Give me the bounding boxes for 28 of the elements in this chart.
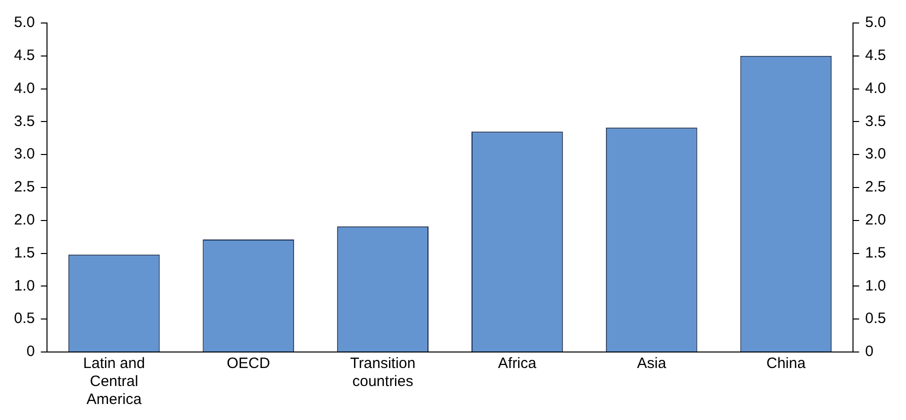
x-tick-label: Asia bbox=[636, 355, 667, 372]
y-tick-label: 5.0 bbox=[14, 14, 35, 32]
x-tick-label: China bbox=[766, 355, 806, 372]
y2-tick-label: 4.0 bbox=[865, 80, 886, 97]
y2-tick-label: 2.0 bbox=[865, 212, 886, 229]
y2-tick-label: 3.5 bbox=[865, 112, 886, 130]
y2-tick-label: 5.0 bbox=[865, 14, 886, 32]
y-tick-label: 1.5 bbox=[14, 244, 35, 262]
y2-tick-label: 0 bbox=[865, 343, 874, 360]
y-tick-label: 4.0 bbox=[14, 80, 35, 97]
x-tick-label: Africa bbox=[498, 355, 538, 372]
y-tick-label: 1.0 bbox=[14, 277, 35, 294]
y-tick-label: 0.5 bbox=[14, 310, 35, 328]
y2-tick-label: 0.5 bbox=[865, 310, 886, 328]
y-tick-label: 3.5 bbox=[14, 112, 35, 130]
y2-tick-label: 2.5 bbox=[865, 178, 886, 196]
x-tick-label: OECD bbox=[226, 355, 270, 372]
y2-tick-label: 4.5 bbox=[865, 47, 886, 64]
y2-tick-label: 1.0 bbox=[865, 277, 886, 294]
x-tick-label: Transition countries bbox=[350, 355, 416, 390]
y-tick-label: 2.0 bbox=[14, 212, 35, 229]
y2-tick-label: 1.5 bbox=[865, 244, 886, 262]
y-tick-label: 4.5 bbox=[14, 47, 35, 64]
x-tick-label: Latin and Central America bbox=[83, 355, 145, 408]
y-tick-label: 2.5 bbox=[14, 178, 35, 196]
y-tick-label: 0 bbox=[26, 343, 35, 360]
y2-tick-label: 3.0 bbox=[865, 146, 886, 163]
y-tick-label: 3.0 bbox=[14, 146, 35, 163]
